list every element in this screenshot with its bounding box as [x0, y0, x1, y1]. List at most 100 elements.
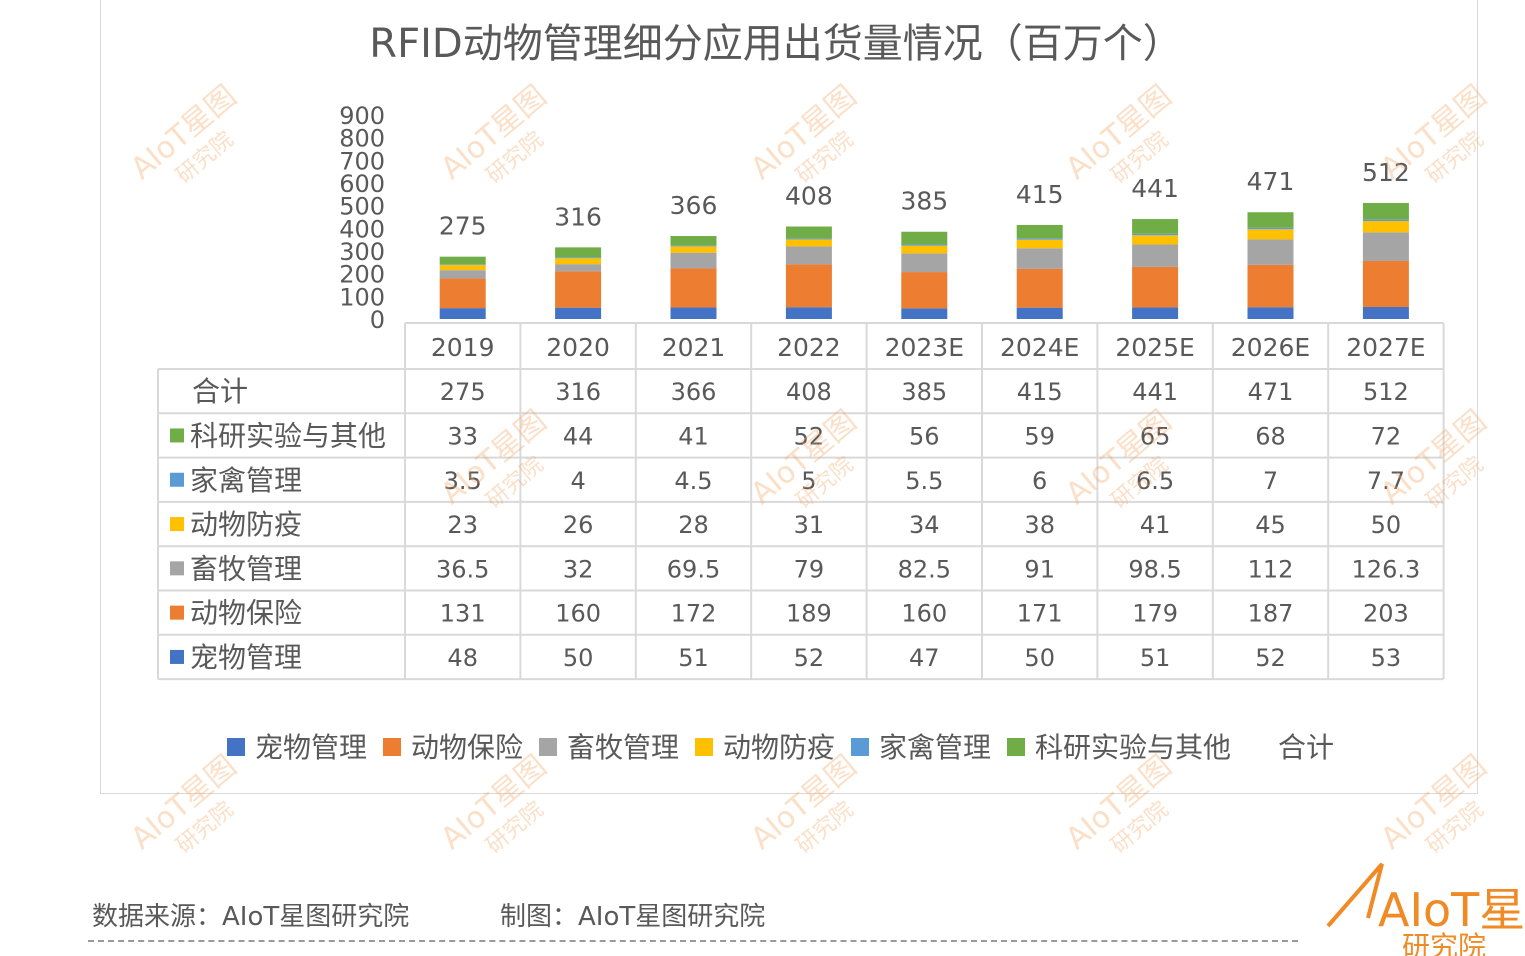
- x-category-label: 2023E: [885, 333, 964, 362]
- legend-label: 动物保险: [411, 731, 523, 764]
- bar-segment: [670, 236, 717, 246]
- y-tick-label: 100: [339, 283, 385, 311]
- brand-logo-mark: [1326, 862, 1384, 928]
- bar-segment: [1362, 221, 1409, 233]
- table-cell: 68: [1255, 422, 1286, 450]
- table-cell: 126.3: [1352, 555, 1421, 583]
- bar-segment: [1016, 238, 1063, 240]
- table-row-legend-key: [170, 605, 184, 620]
- legend-label: 宠物管理: [255, 731, 367, 764]
- bar-segment: [901, 308, 948, 319]
- table-cell: 385: [901, 378, 947, 406]
- bar-segment: [555, 247, 602, 258]
- table-cell: 47: [909, 644, 940, 672]
- table-row-label: 宠物管理: [190, 641, 302, 674]
- bar-segment: [1016, 248, 1063, 269]
- legend-key: [695, 738, 713, 756]
- watermark-subtext: 研究院: [792, 797, 859, 859]
- bar-segment: [1247, 264, 1294, 308]
- bar-segment: [1016, 239, 1063, 249]
- legend-label: 畜牧管理: [567, 731, 679, 764]
- bar-segment: [1362, 260, 1409, 307]
- legend-key: [383, 738, 401, 756]
- bar-segment: [439, 308, 486, 319]
- table-cell: 112: [1248, 555, 1294, 583]
- y-tick-label: 700: [339, 147, 385, 175]
- bar-segment: [1362, 202, 1409, 220]
- total-data-label: 441: [1131, 174, 1179, 203]
- bar-segment: [439, 264, 486, 265]
- x-category-label: 2022: [777, 333, 841, 362]
- bar-segment: [1247, 229, 1294, 240]
- table-cell: 51: [1140, 644, 1171, 672]
- table-cell: 316: [555, 378, 601, 406]
- table-row-legend-key: [170, 517, 184, 532]
- table-cell: 44: [563, 422, 594, 450]
- bar-segment: [785, 239, 832, 247]
- bar-segment: [439, 278, 486, 309]
- table-cell: 6: [1032, 467, 1047, 495]
- table-cell: 4.5: [674, 467, 712, 495]
- x-category-label: 2024E: [1000, 333, 1079, 362]
- bar-segment: [439, 256, 486, 265]
- total-data-label: 366: [670, 191, 718, 220]
- table-cell: 160: [901, 600, 947, 628]
- bar-segment: [901, 272, 948, 309]
- table-cell: 50: [1371, 511, 1402, 539]
- table-row-label: 合计: [192, 375, 248, 408]
- bar-segment: [1016, 224, 1063, 239]
- y-tick-label: 600: [339, 170, 385, 198]
- table-row-label: 动物保险: [190, 597, 302, 630]
- table-cell: 98.5: [1128, 555, 1181, 583]
- table-cell: 52: [794, 644, 825, 672]
- legend-key: [539, 738, 557, 756]
- bar-segment: [1247, 212, 1294, 228]
- table-cell: 69.5: [667, 555, 720, 583]
- made-by-text: 制图：AIoT星图研究院: [500, 902, 766, 932]
- y-tick-label: 500: [339, 193, 385, 221]
- bar-segment: [670, 252, 717, 269]
- table-cell: 79: [794, 555, 825, 583]
- table-cell: 72: [1371, 422, 1402, 450]
- total-data-label: 415: [1016, 180, 1064, 209]
- bar-segment: [1362, 232, 1409, 261]
- table-cell: 91: [1024, 555, 1055, 583]
- y-tick-label: 300: [339, 238, 385, 266]
- legend-key: [851, 738, 869, 756]
- bar-segment: [1362, 219, 1409, 222]
- bar-segment: [555, 307, 602, 319]
- chart-frame: RFID动物管理细分应用出货量情况（百万个） 0 100 200 300 400 500 60…: [100, 0, 1478, 794]
- x-category-label: 2020: [546, 333, 610, 362]
- table-cell: 366: [671, 378, 717, 406]
- table-cell: 41: [1140, 511, 1171, 539]
- total-data-label: 385: [900, 187, 948, 216]
- bar-segment: [670, 245, 717, 247]
- bar-segment: [439, 264, 486, 271]
- table-cell: 172: [671, 600, 717, 628]
- legend-label: 科研实验与其他: [1035, 731, 1231, 764]
- bar-segment: [785, 246, 832, 265]
- bar-segment: [901, 245, 948, 254]
- table-cell: 59: [1024, 422, 1055, 450]
- brand-logo-subtext: 研究院: [1402, 930, 1486, 956]
- total-data-label: 471: [1247, 167, 1295, 196]
- table-row-legend-key: [170, 649, 184, 664]
- table-cell: 171: [1017, 600, 1063, 628]
- table-cell: 415: [1017, 378, 1063, 406]
- bar-segment: [555, 258, 602, 265]
- footer-divider: [88, 940, 1298, 942]
- watermark-subtext: 研究院: [1107, 797, 1174, 859]
- table-cell: 5: [801, 467, 816, 495]
- total-data-label: 512: [1362, 158, 1410, 187]
- table-cell: 34: [909, 511, 940, 539]
- table-cell: 45: [1255, 511, 1286, 539]
- table-row-legend-key: [170, 428, 184, 443]
- chart-svg: RFID动物管理细分应用出货量情况（百万个） 010020030040050060…: [157, 21, 1445, 764]
- y-tick-label: 900: [339, 102, 385, 130]
- data-source-text: 数据来源：AIoT星图研究院: [92, 902, 410, 932]
- bar-segment: [1132, 266, 1179, 308]
- bar-segment: [670, 268, 717, 308]
- legend-key: [1007, 738, 1025, 756]
- table-cell: 203: [1363, 600, 1409, 628]
- table-row-label: 畜牧管理: [190, 552, 302, 585]
